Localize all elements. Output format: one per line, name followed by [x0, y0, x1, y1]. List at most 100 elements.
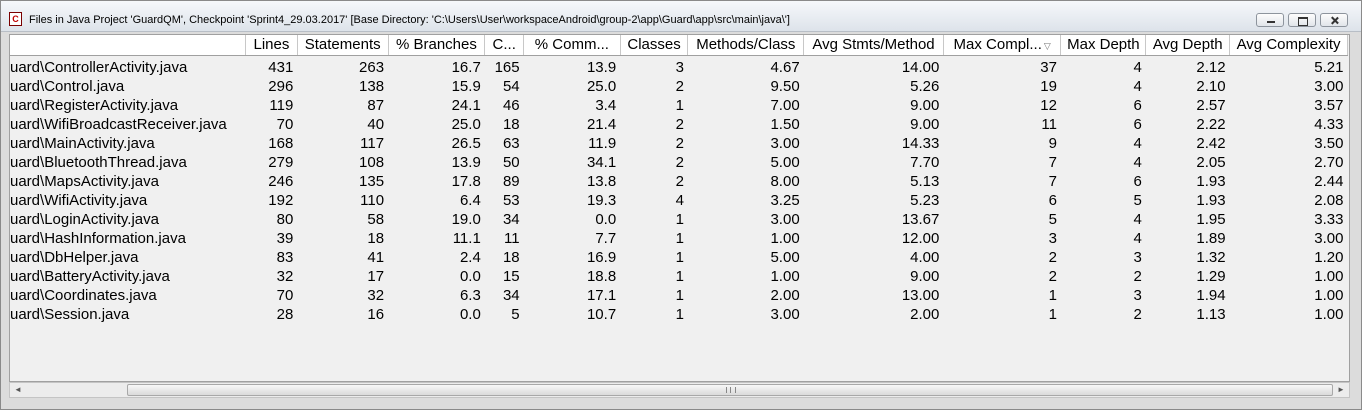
column-header-label: Avg Complexity — [1236, 35, 1341, 53]
metric-cell: 4 — [1133, 58, 1142, 76]
column-header-10[interactable]: Max Depth — [1060, 35, 1147, 56]
table-row[interactable]: uard\MainActivity.java 168 117 26.5 63 11.9 2 3… — [10, 134, 1348, 153]
metric-cell: 16.7 — [451, 58, 481, 76]
metric-cell: 1.94 — [1196, 286, 1226, 304]
metric-cell: 3.50 — [1314, 134, 1344, 152]
metric-cell: 7.70 — [910, 153, 940, 171]
column-header-label: Statements — [304, 35, 381, 53]
metric-cell: 32 — [367, 286, 385, 304]
table-row[interactable]: uard\HashInformation.java 39 18 11.1 11 7.7 1 1… — [10, 229, 1348, 248]
metric-cell: 13.9 — [451, 153, 481, 171]
scrollbar-thumb[interactable] — [127, 384, 1333, 396]
table-row[interactable]: uard\BluetoothThread.java 279 108 13.9 50 34.… — [10, 153, 1348, 172]
file-name-cell: uard\LoginActivity.java — [10, 210, 159, 228]
metric-cell: 46 — [502, 96, 520, 114]
metric-cell: 2 — [675, 172, 684, 190]
metric-cell: 1.00 — [770, 267, 800, 285]
file-name-cell: uard\HashInformation.java — [10, 229, 186, 247]
metric-cell: 5 — [1133, 191, 1142, 209]
table-row[interactable]: uard\Session.java 28 16 0.0 5 10.7 1 3.00 2.00 1 2… — [10, 305, 1348, 324]
metric-cell: 34 — [502, 210, 520, 228]
metric-cell: 2.70 — [1314, 153, 1344, 171]
metric-cell: 19.3 — [586, 191, 617, 209]
column-header-12[interactable]: Avg Complexity — [1229, 35, 1348, 56]
metric-cell: 19.0 — [451, 210, 481, 228]
table-row[interactable]: uard\ControllerActivity.java 431 263 16.7 16… — [10, 55, 1348, 77]
metric-cell: 5.00 — [770, 248, 800, 266]
metric-cell: 135 — [359, 172, 385, 190]
metrics-grid[interactable]: Lines Statements % Branches C... % Comm... Cl… — [9, 34, 1350, 382]
column-header-label: Max Depth — [1067, 35, 1140, 53]
metric-cell: 4 — [1133, 153, 1142, 171]
scroll-right-arrow-icon[interactable]: ► — [1337, 385, 1345, 394]
column-header-5[interactable]: % Comm... — [523, 35, 621, 56]
metric-cell: 12.00 — [901, 229, 940, 247]
metric-cell: 11 — [504, 229, 520, 247]
metric-cell: 70 — [276, 115, 294, 133]
metric-cell: 4 — [1133, 134, 1142, 152]
file-name-cell: uard\Session.java — [10, 305, 130, 323]
metric-cell: 192 — [268, 191, 294, 209]
table-row[interactable]: uard\Control.java 296 138 15.9 54 25.0 2 9.50 5.… — [10, 77, 1348, 96]
metric-cell: 18 — [367, 229, 385, 247]
grip-icon — [726, 387, 736, 393]
minimize-button[interactable] — [1256, 13, 1284, 27]
metric-cell: 108 — [359, 153, 385, 171]
metric-cell: 3 — [675, 58, 684, 76]
table-row[interactable]: uard\DbHelper.java 83 41 2.4 18 16.9 1 5.00 4.00… — [10, 248, 1348, 267]
metric-cell: 34.1 — [586, 153, 617, 171]
metric-cell: 0.0 — [459, 267, 481, 285]
table-row[interactable]: uard\WifiBroadcastReceiver.java 70 40 25.0 1… — [10, 115, 1348, 134]
metric-cell: 1.95 — [1196, 210, 1226, 228]
column-header-11[interactable]: Avg Depth — [1145, 35, 1231, 56]
metric-cell: 263 — [359, 58, 385, 76]
file-name-cell: uard\WifiBroadcastReceiver.java — [10, 115, 227, 133]
file-name-cell: uard\Control.java — [10, 77, 125, 95]
table-row[interactable]: uard\BatteryActivity.java 32 17 0.0 15 18.8 1 1… — [10, 267, 1348, 286]
metric-cell: 279 — [268, 153, 294, 171]
metric-cell: 26.5 — [451, 134, 481, 152]
metric-cell: 4.67 — [770, 58, 800, 76]
metric-cell: 1.00 — [1314, 305, 1344, 323]
table-row[interactable]: uard\Coordinates.java 70 32 6.3 34 17.1 1 2.00 1… — [10, 286, 1348, 305]
column-header-9[interactable]: Max Compl... ▽ — [943, 35, 1062, 56]
metric-cell: 1.00 — [1314, 286, 1344, 304]
metric-cell: 6.3 — [459, 286, 481, 304]
metric-cell: 16 — [367, 305, 385, 323]
metric-cell: 32 — [276, 267, 294, 285]
horizontal-scrollbar[interactable]: ◄ ► — [9, 382, 1350, 398]
metric-cell: 37 — [1040, 58, 1057, 76]
metric-cell: 5.23 — [910, 191, 940, 209]
table-row[interactable]: uard\MapsActivity.java 246 135 17.8 89 13.8 2 8… — [10, 172, 1348, 191]
metric-cell: 2.44 — [1314, 172, 1344, 190]
column-header-3[interactable]: % Branches — [388, 35, 486, 56]
table-row[interactable]: uard\WifiActivity.java 192 110 6.4 53 19.3 4 3.… — [10, 191, 1348, 210]
column-header-1[interactable]: Lines — [245, 35, 298, 56]
metric-cell: 58 — [367, 210, 385, 228]
close-button[interactable] — [1320, 13, 1348, 27]
column-header-6[interactable]: Classes — [620, 35, 689, 56]
scroll-left-arrow-icon[interactable]: ◄ — [14, 385, 22, 394]
column-header-row: Lines Statements % Branches C... % Comm... Cl… — [10, 35, 1348, 56]
metric-cell: 4 — [1133, 77, 1142, 95]
metric-cell: 9 — [1048, 134, 1057, 152]
file-name-cell: uard\ControllerActivity.java — [10, 58, 188, 76]
table-row[interactable]: uard\LoginActivity.java 80 58 19.0 34 0.0 1 3.0… — [10, 210, 1348, 229]
column-header-8[interactable]: Avg Stmts/Method — [803, 35, 944, 56]
file-name-cell: uard\MapsActivity.java — [10, 172, 159, 190]
column-header-4[interactable]: C... — [484, 35, 525, 56]
table-row[interactable]: uard\RegisterActivity.java 119 87 24.1 46 3.4… — [10, 96, 1348, 115]
column-header-7[interactable]: Methods/Class — [687, 35, 805, 56]
title-bar[interactable]: C Files in Java Project 'GuardQM', Check… — [1, 1, 1361, 32]
maximize-button[interactable] — [1288, 13, 1316, 27]
metric-cell: 39 — [276, 229, 294, 247]
column-header-0[interactable] — [10, 35, 247, 56]
column-header-2[interactable]: Statements — [297, 35, 389, 56]
metric-cell: 34 — [502, 286, 520, 304]
metric-cell: 6 — [1133, 172, 1142, 190]
metric-cell: 21.4 — [586, 115, 617, 133]
file-name-cell: uard\MainActivity.java — [10, 134, 155, 152]
column-header-label: Avg Stmts/Method — [812, 35, 935, 53]
metric-cell: 168 — [268, 134, 294, 152]
